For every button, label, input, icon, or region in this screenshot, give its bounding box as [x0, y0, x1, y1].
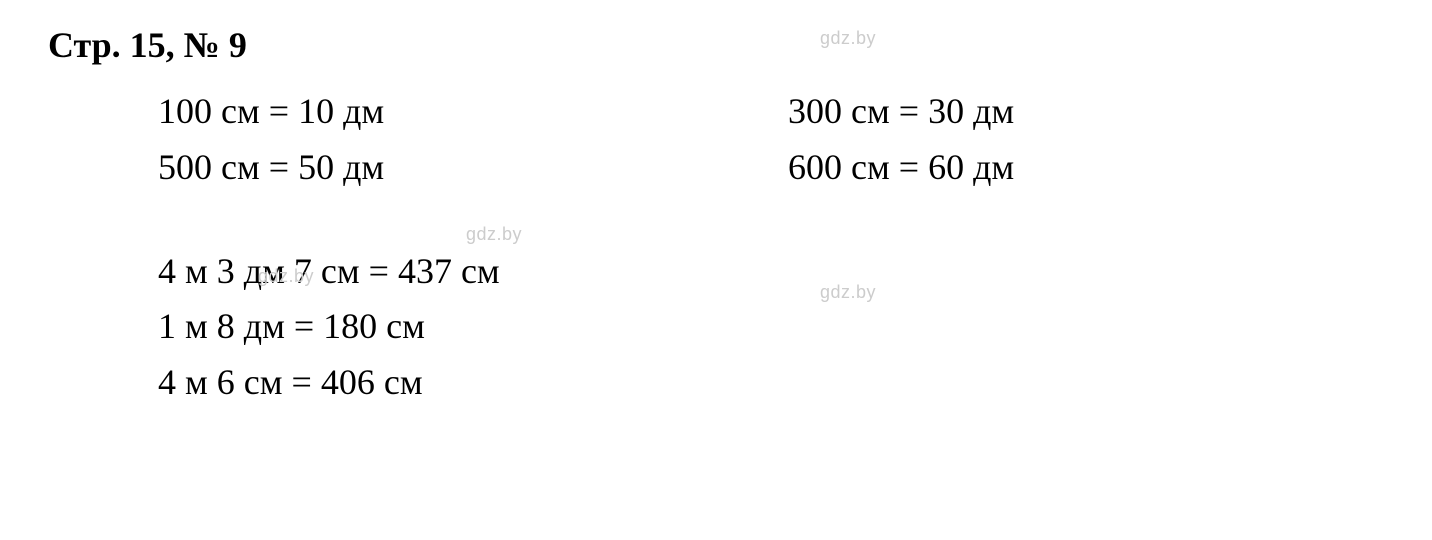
block-spacer	[48, 196, 1388, 244]
equation-left: 4 м 3 дм 7 см = 437 см	[48, 244, 788, 300]
equation-left: 4 м 6 см = 406 см	[48, 355, 788, 411]
equation-right: 600 см = 60 дм	[788, 140, 1348, 196]
equation-left: 1 м 8 дм = 180 см	[48, 299, 788, 355]
equation-left: 100 см = 10 дм	[48, 84, 788, 140]
equation-left: 500 см = 50 дм	[48, 140, 788, 196]
equation-row: 100 см = 10 дм 300 см = 30 дм	[48, 84, 1388, 140]
page-header: Стр. 15, № 9	[48, 24, 1388, 66]
equation-row: 4 м 6 см = 406 см	[48, 355, 1388, 411]
equation-row: 500 см = 50 дм 600 см = 60 дм	[48, 140, 1388, 196]
equation-row: 1 м 8 дм = 180 см	[48, 299, 1388, 355]
equation-right: 300 см = 30 дм	[788, 84, 1348, 140]
equation-row: 4 м 3 дм 7 см = 437 см	[48, 244, 1388, 300]
